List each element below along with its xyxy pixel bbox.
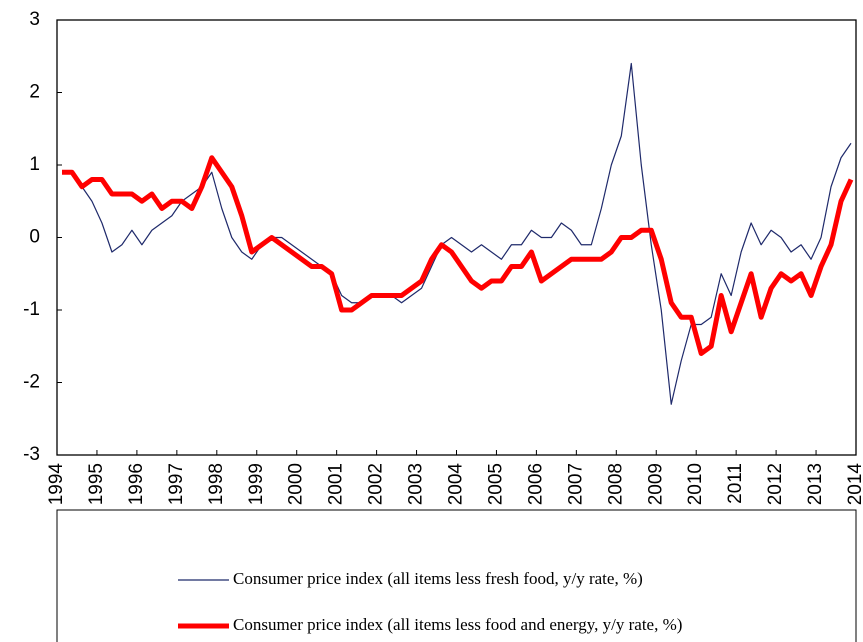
x-tick-label: 2002 — [366, 463, 387, 505]
plot-frame — [56, 19, 857, 456]
legend-box — [56, 509, 857, 642]
x-tick-label: 2003 — [406, 463, 427, 505]
x-tick-label: 1999 — [246, 463, 267, 505]
x-tick-label: 2010 — [685, 463, 706, 505]
x-tick-label: 2001 — [326, 463, 347, 505]
y-tick-label: 2 — [29, 82, 40, 103]
legend-label: Consumer price index (all items less foo… — [233, 615, 682, 634]
x-tick-label: 2005 — [485, 463, 506, 505]
y-tick-label: -1 — [23, 299, 40, 320]
x-tick-label: 2006 — [525, 463, 546, 505]
y-tick-label: 1 — [29, 154, 40, 175]
y-tick-label: 3 — [29, 9, 40, 30]
y-tick-label: -2 — [23, 372, 40, 393]
x-tick-label: 2012 — [765, 463, 786, 505]
x-tick-label: 2004 — [446, 463, 467, 506]
y-tick-label: -3 — [23, 444, 40, 465]
x-tick-label: 2007 — [565, 463, 586, 505]
y-tick-label: 0 — [29, 227, 40, 248]
x-tick-label: 1997 — [166, 463, 187, 505]
x-tick-label: 2013 — [805, 463, 826, 505]
x-tick-label: 2011 — [725, 463, 746, 504]
x-tick-label: 2014 — [845, 463, 863, 506]
x-tick-label: 1998 — [206, 463, 227, 505]
x-tick-label: 1996 — [126, 463, 147, 505]
x-tick-label: 2008 — [605, 463, 626, 505]
x-tick-label: 2000 — [286, 463, 307, 505]
series-line — [61, 155, 854, 356]
legend-label: Consumer price index (all items less fre… — [233, 569, 643, 588]
x-tick-label: 1994 — [46, 463, 67, 506]
x-tick-label: 1995 — [86, 463, 107, 505]
series-line — [61, 62, 852, 405]
x-tick-label: 2009 — [645, 463, 666, 505]
